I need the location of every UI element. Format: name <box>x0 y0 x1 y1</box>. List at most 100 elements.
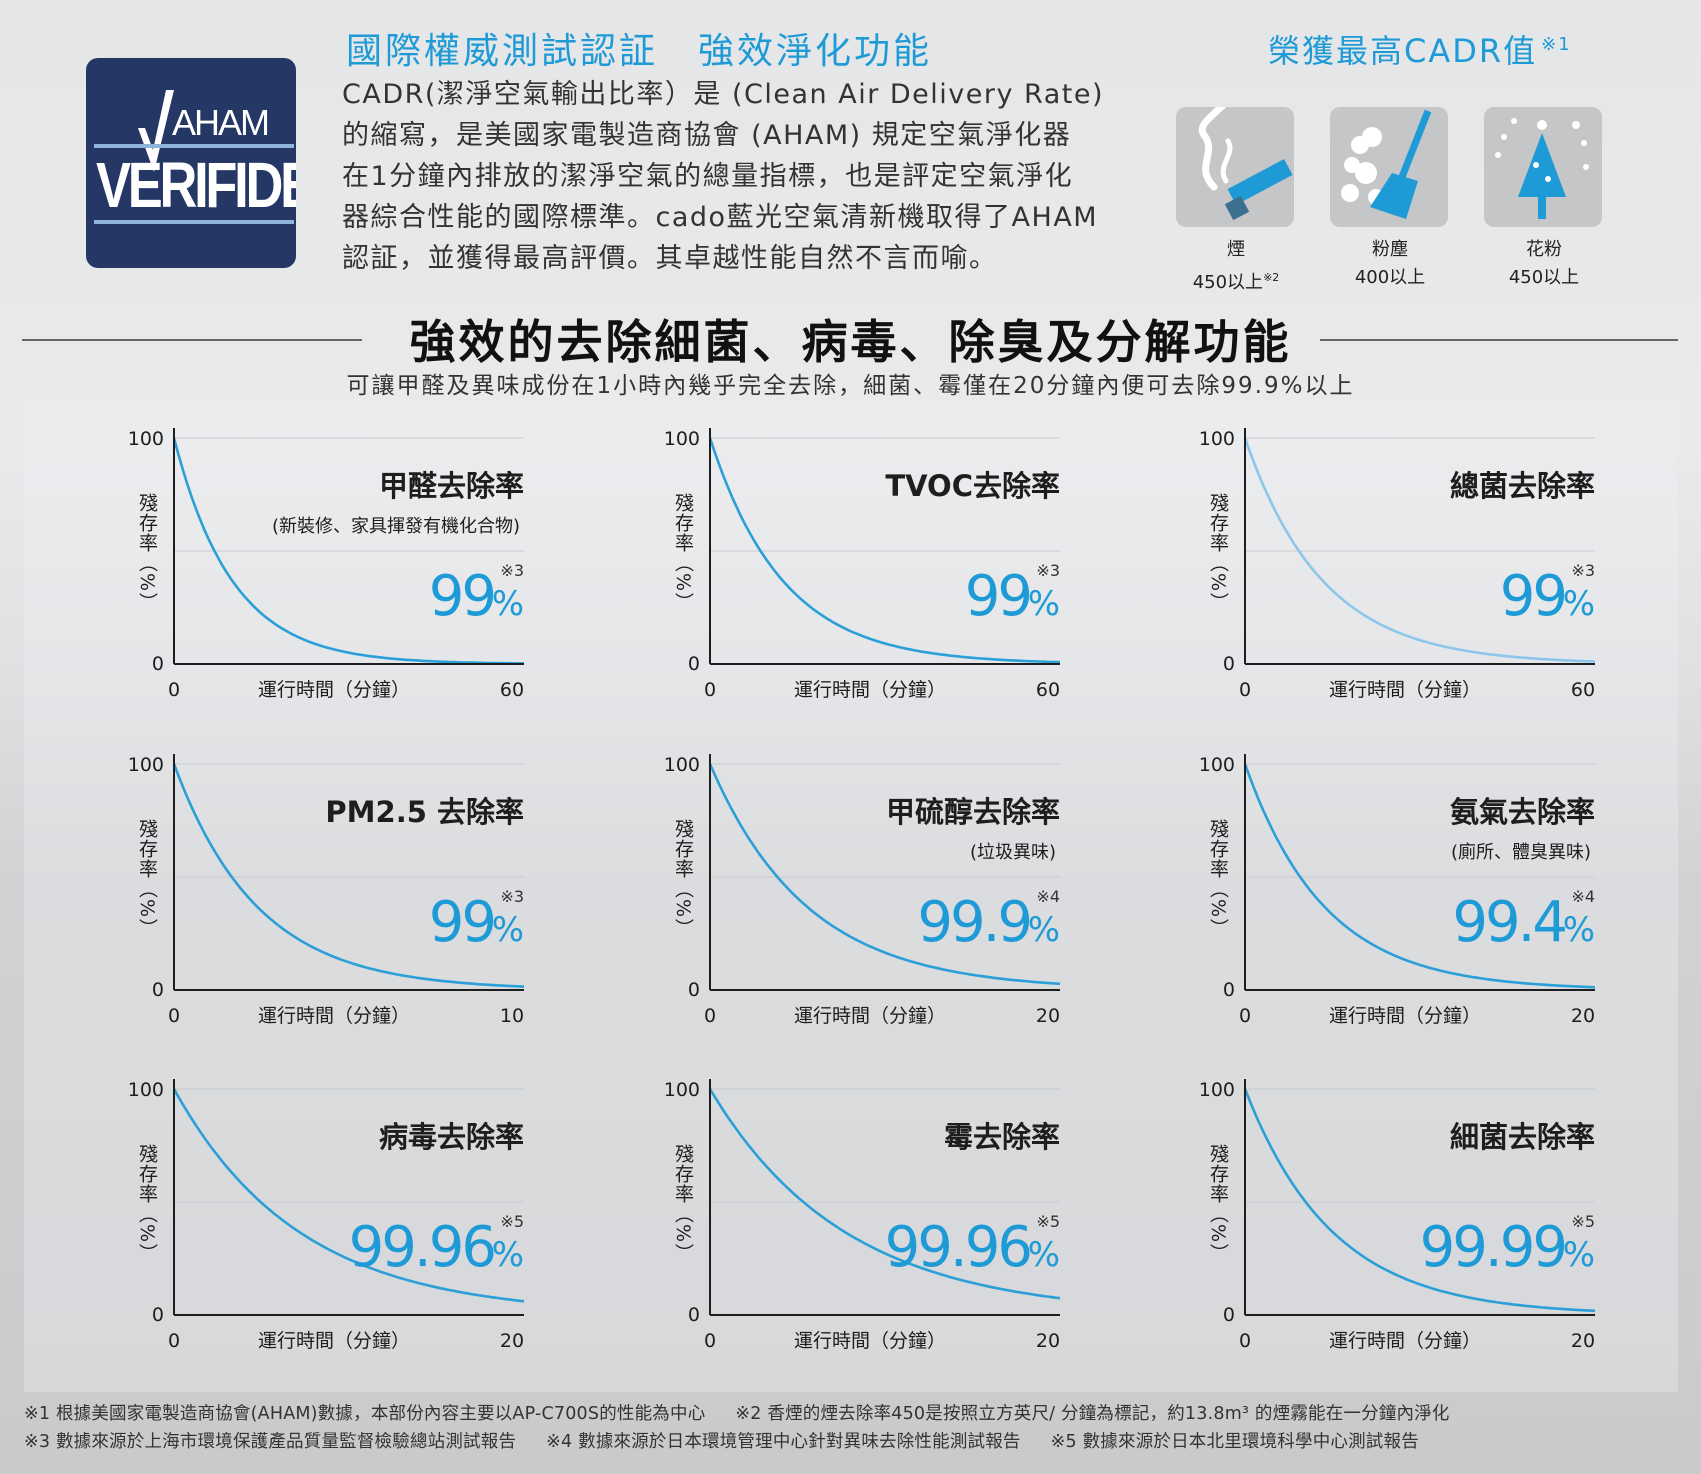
chart-x-tick-label: 20 <box>1571 1330 1595 1352</box>
chart-y-axis-label: 殘存率（%） <box>672 819 694 938</box>
chart-value-label: 99 <box>1500 564 1565 629</box>
chart-x-tick-label: 20 <box>1571 1005 1595 1027</box>
chart-x-tick-label: 0 <box>1239 1005 1251 1027</box>
divider-right <box>1320 339 1678 341</box>
chart-series-line <box>1243 763 1596 989</box>
badge-verifide-text: VERIFIDE <box>96 149 296 221</box>
chart-x-tick-label: 20 <box>1036 1005 1060 1027</box>
chart-y-tick-label: 0 <box>152 1304 164 1326</box>
chart-y-axis-label: 殘存率（%） <box>672 493 694 612</box>
chart-y-tick-label: 0 <box>688 1304 700 1326</box>
chart-y-axis-label: 殘存率（%） <box>136 819 158 938</box>
aham-verifide-badge: AHAM VERIFIDE <box>86 58 296 268</box>
intro-line: CADR(潔淨空氣輸出比率）是 (Clean Air Delivery Rate… <box>342 79 1104 110</box>
chart-value-unit: % <box>1028 1235 1060 1275</box>
chart-title: 氨氣去除率 <box>1450 795 1595 829</box>
chart-series-line <box>708 1088 1061 1300</box>
chart-x-axis-label: 運行時間（分鐘） <box>1329 679 1481 701</box>
chart-title: 甲醛去除率 <box>379 469 524 503</box>
chart-x-tick-label: 0 <box>704 679 716 701</box>
chart-subtitle: (廁所、體臭異味) <box>1451 841 1591 863</box>
chart-y-tick-label: 0 <box>1223 979 1235 1001</box>
chart-title: 甲硫醇去除率 <box>886 795 1060 829</box>
chart-x-tick-label: 0 <box>168 1330 180 1352</box>
cadr-label-dust: 粉塵 400以上 <box>1354 239 1426 288</box>
chart-value-unit: % <box>1563 910 1595 950</box>
footnote-line-2: ※3 數據來源於上海市環境保護產品質量監督檢驗總站測試報告 ※4 數據來源於日本環… <box>24 1432 1419 1452</box>
chart-subtitle: (垃圾異味) <box>970 842 1056 863</box>
cadr-label-smoke: 煙 450以上※2 <box>1192 239 1280 293</box>
chart-series-line <box>172 763 525 988</box>
chart-value-unit: % <box>1563 1235 1595 1275</box>
chart-y-tick-label: 0 <box>152 653 164 675</box>
chart-title: 細菌去除率 <box>1450 1120 1595 1154</box>
footnote-line-1: ※1 根據美國家電製造商協會(AHAM)數據，本部份內容主要以AP-C700S的… <box>24 1404 1450 1424</box>
chart-x-tick-label: 60 <box>1036 679 1060 701</box>
chart-y-axis-label: 殘存率（%） <box>672 1144 694 1263</box>
checkmark-icon <box>138 90 174 172</box>
chart-y-tick-label: 100 <box>1199 1079 1235 1101</box>
chart-y-axis-label: 殘存率（%） <box>136 1144 158 1263</box>
chart-x-axis-label: 運行時間（分鐘） <box>1329 1330 1481 1352</box>
chart-title: 病毒去除率 <box>379 1120 524 1154</box>
chart-value-note: ※4 <box>1036 887 1060 906</box>
chart-y-tick-label: 0 <box>152 979 164 1001</box>
chart-value-label: 99 <box>965 564 1030 629</box>
chart-y-tick-label: 100 <box>664 754 700 776</box>
chart-title: PM2.5 去除率 <box>325 795 524 829</box>
chart-title: 霉去除率 <box>944 1120 1060 1154</box>
chart-series-line <box>708 437 1061 664</box>
chart-x-tick-label: 0 <box>1239 1330 1251 1352</box>
intro-title: 國際權威測試認証 強效淨化功能 <box>346 31 933 72</box>
chart-series-line <box>172 1088 525 1303</box>
badge-aham-text: AHAM <box>172 102 270 143</box>
chart-y-tick-label: 100 <box>664 1079 700 1101</box>
chart-x-tick-label: 0 <box>168 679 180 701</box>
chart-y-axis-label: 殘存率（%） <box>136 493 158 612</box>
intro-line: 器綜合性能的國際標準。cado藍光空氣清新機取得了AHAM <box>342 202 1099 233</box>
chart-x-axis-label: 運行時間（分鐘） <box>258 1330 410 1352</box>
section-title: 強效的去除細菌、病毒、除臭及分解功能 <box>409 315 1292 369</box>
chart-value-label: 99.96 <box>885 1215 1031 1280</box>
chart-y-tick-label: 100 <box>1199 428 1235 450</box>
chart-x-axis-label: 運行時間（分鐘） <box>794 1005 946 1027</box>
chart-y-tick-label: 100 <box>128 754 164 776</box>
chart-value-note: ※4 <box>1571 887 1595 906</box>
chart-value-label: 99 <box>429 564 494 629</box>
chart-series-line <box>708 763 1061 986</box>
chart-value-note: ※5 <box>1571 1212 1595 1231</box>
chart-y-tick-label: 0 <box>1223 653 1235 675</box>
chart-value-label: 99.4 <box>1452 890 1565 955</box>
chart-title: 總菌去除率 <box>1450 469 1595 503</box>
chart-x-tick-label: 60 <box>500 679 524 701</box>
pollen-tree-icon <box>1484 107 1602 227</box>
chart-x-tick-label: 60 <box>1571 679 1595 701</box>
chart-x-tick-label: 10 <box>500 1005 524 1027</box>
intro-line: 認証，並獲得最高評價。其卓越性能自然不言而喻。 <box>342 243 998 274</box>
cigarette-smoke-icon <box>1176 79 1294 227</box>
chart-x-tick-label: 0 <box>168 1005 180 1027</box>
chart-x-axis-label: 運行時間（分鐘） <box>794 679 946 701</box>
chart-x-tick-label: 0 <box>704 1330 716 1352</box>
chart-x-axis-label: 運行時間（分鐘） <box>258 1005 410 1027</box>
chart-y-tick-label: 0 <box>688 653 700 675</box>
chart-x-tick-label: 0 <box>704 1005 716 1027</box>
chart-y-axis-label: 殘存率（%） <box>1207 493 1229 612</box>
chart-x-axis-label: 運行時間（分鐘） <box>258 679 410 701</box>
divider-left <box>22 339 362 341</box>
chart-series-line <box>1243 1088 1596 1313</box>
chart-title: TVOC去除率 <box>885 469 1060 503</box>
section-subtitle: 可讓甲醛及異味成份在1小時內幾乎完全去除，細菌、霉僅在20分鐘內便可去除99.9… <box>346 373 1355 399</box>
chart-y-tick-label: 100 <box>128 1079 164 1101</box>
chart-series-line <box>172 437 524 665</box>
chart-y-axis-label: 殘存率（%） <box>1207 1144 1229 1263</box>
chart-value-unit: % <box>492 1235 524 1275</box>
broom-dust-icon <box>1330 107 1448 227</box>
chart-value-unit: % <box>492 910 524 950</box>
chart-value-unit: % <box>492 584 524 624</box>
chart-value-label: 99.9 <box>917 890 1030 955</box>
chart-x-tick-label: 20 <box>1036 1330 1060 1352</box>
chart-series-line <box>1243 437 1596 663</box>
cadr-label-pollen: 花粉 450以上 <box>1508 239 1580 288</box>
